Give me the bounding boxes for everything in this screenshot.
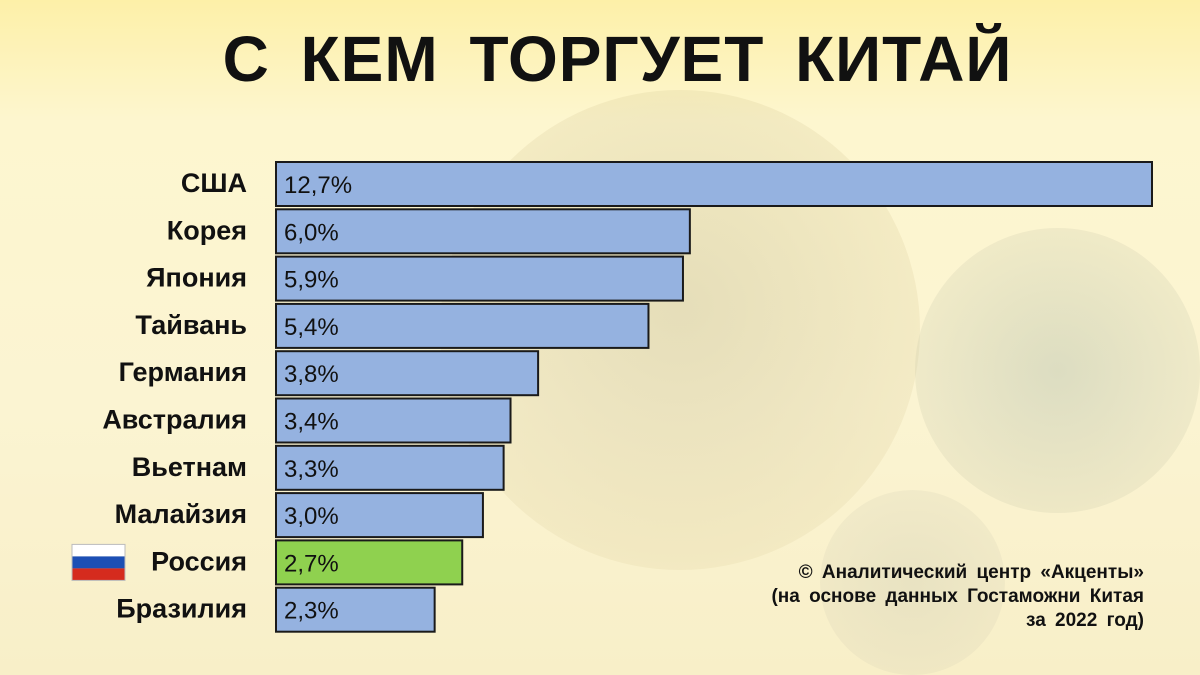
- bar-5: [275, 397, 512, 444]
- bar-value-label: 3,0%: [284, 503, 339, 530]
- credit-line-2: (на основе данных Гостаможни Китая: [771, 586, 1144, 607]
- bar-value-label: 3,8%: [284, 361, 339, 388]
- bar-value-label: 2,3%: [284, 598, 339, 625]
- bar-3: [275, 302, 650, 349]
- russia-flag-icon: [71, 543, 126, 581]
- bar-7: [275, 492, 484, 539]
- category-label: Тайвань: [135, 310, 247, 340]
- bar-value-label: 5,4%: [284, 314, 339, 341]
- bar-2: [275, 255, 684, 302]
- bar-value-label: 2,7%: [284, 550, 339, 577]
- category-label: Бразилия: [116, 594, 247, 624]
- category-label: Германия: [119, 357, 247, 387]
- bar-value-label: 3,3%: [284, 456, 339, 483]
- category-label: США: [181, 168, 247, 198]
- category-label: Япония: [146, 263, 247, 293]
- category-label: Австралия: [102, 405, 247, 435]
- chart-title: С КЕМ ТОРГУЕТ КИТАЙ: [222, 23, 1013, 95]
- bar-value-label: 3,4%: [284, 409, 339, 436]
- credit-line-3: за 2022 год): [1026, 610, 1144, 631]
- bar-0: [275, 161, 1153, 207]
- bar-value-label: 5,9%: [284, 267, 339, 294]
- category-label: Малайзия: [115, 499, 247, 529]
- category-label: Корея: [167, 215, 247, 245]
- bar-4: [275, 350, 540, 397]
- bar-value-label: 6,0%: [284, 219, 339, 246]
- source-credit: © Аналитический центр «Акценты» (на осно…: [771, 561, 1144, 633]
- category-label: Вьетнам: [132, 452, 247, 482]
- bar-9: [275, 586, 436, 633]
- bar-value-label: 12,7%: [284, 172, 352, 199]
- bar-8: [275, 539, 464, 586]
- bar-6: [275, 444, 505, 491]
- credit-line-1: © Аналитический центр «Акценты»: [798, 562, 1144, 583]
- category-label: Россия: [151, 546, 247, 576]
- bar-1: [275, 208, 691, 255]
